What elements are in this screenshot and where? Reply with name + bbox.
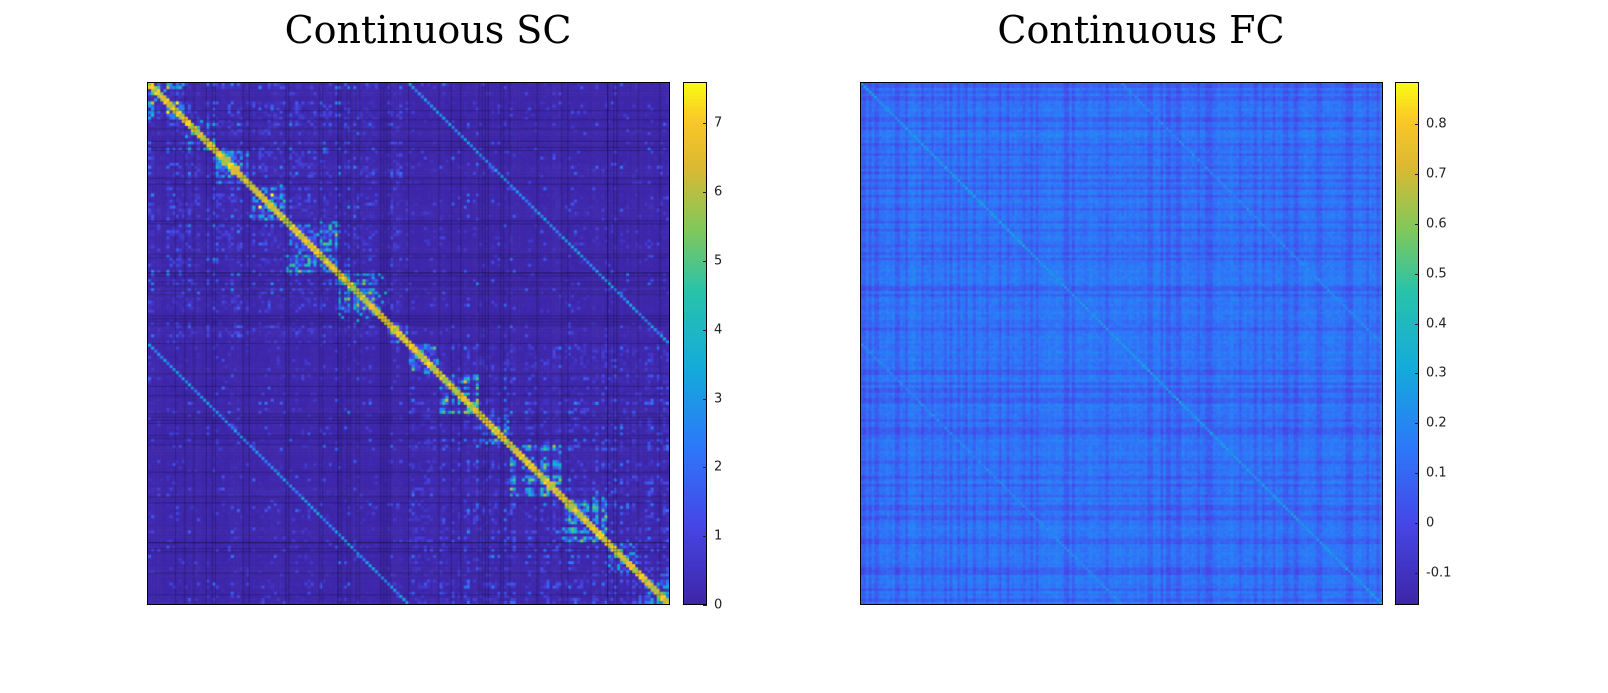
colorbar-tickmark [1415,373,1419,375]
colorbar-tick-label: 0.1 [1426,465,1447,481]
sc-chart-title: Continuous SC [284,8,572,52]
colorbar-tick-label: 1 [714,528,723,544]
colorbar-tickmark [703,605,707,606]
colorbar-tick-label: 0.2 [1426,415,1447,431]
colorbar-tick-label: 0.3 [1426,365,1447,381]
fc-heatmap [860,82,1383,605]
sc-colorbar-gradient [684,83,706,604]
colorbar-tickmark [703,123,707,125]
colorbar-tickmark [703,329,707,331]
colorbar-tick-label: 0.8 [1426,116,1447,132]
colorbar-tickmark [703,398,707,400]
colorbar-tick-label: 7 [714,115,723,131]
colorbar-tick-label: 4 [714,322,723,338]
colorbar-tick-label: 0.4 [1426,316,1447,332]
sc-heatmap-canvas [148,83,669,604]
colorbar-tick-label: 0.5 [1426,266,1447,282]
colorbar-tick-label: 3 [714,391,723,407]
colorbar-tickmark [703,467,707,469]
colorbar-tickmark [1415,174,1419,176]
colorbar-tickmark [1415,124,1419,126]
colorbar-tickmark [1415,323,1419,325]
fc-chart-title: Continuous FC [997,8,1285,52]
colorbar-tickmark [703,192,707,194]
colorbar-tickmark [1415,522,1419,524]
colorbar-tickmark [1415,572,1419,574]
colorbar-tick-label: 6 [714,184,723,200]
fc-heatmap-canvas [861,83,1382,604]
sc-heatmap [147,82,670,605]
colorbar-tickmark [1415,423,1419,425]
colorbar-tick-label: 0.6 [1426,216,1447,232]
colorbar-tick-label: 0 [714,597,723,613]
colorbar-tick-label: 0.7 [1426,166,1447,182]
colorbar-tickmark [1415,273,1419,275]
colorbar-tickmark [703,260,707,262]
colorbar-tickmark [1415,473,1419,474]
fc-colorbar-gradient [1396,83,1418,604]
colorbar-tickmark [1415,223,1419,225]
colorbar-tickmark [703,536,707,538]
colorbar-tick-label: 0 [1426,515,1435,531]
colorbar-tick-label: 5 [714,253,723,269]
colorbar-tick-label: 2 [714,459,723,475]
fc-colorbar [1395,82,1419,605]
sc-colorbar [683,82,707,605]
colorbar-tick-label: -0.1 [1426,565,1452,581]
